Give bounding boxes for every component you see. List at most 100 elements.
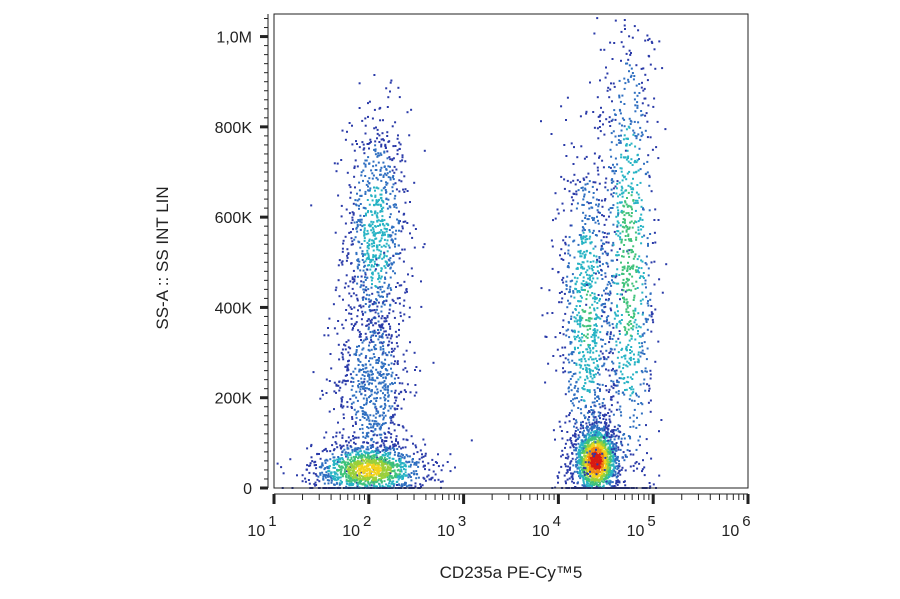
data-point (619, 473, 622, 476)
data-point (360, 462, 363, 465)
data-point (373, 260, 376, 263)
data-point (381, 336, 384, 339)
data-point (349, 196, 352, 199)
data-point (583, 461, 586, 464)
data-point (579, 444, 582, 447)
data-point (371, 330, 374, 333)
data-point (374, 153, 377, 156)
data-point (403, 457, 406, 460)
data-point (592, 450, 595, 453)
data-point (575, 193, 578, 196)
data-point (402, 319, 405, 322)
data-point (379, 382, 382, 385)
data-point (600, 480, 603, 483)
data-point (603, 472, 605, 475)
data-point (371, 382, 373, 385)
data-point (389, 213, 392, 216)
data-point (563, 187, 566, 190)
data-point (377, 272, 380, 275)
data-point (574, 433, 577, 436)
data-point (307, 479, 310, 481)
data-point (379, 460, 382, 463)
data-point (377, 466, 380, 469)
data-point (583, 429, 585, 432)
data-point (589, 482, 592, 485)
data-point (573, 470, 576, 473)
data-point (343, 343, 345, 346)
data-point (402, 220, 405, 223)
data-point (282, 472, 285, 475)
data-point (422, 465, 425, 468)
data-point (588, 480, 591, 483)
data-point (567, 353, 570, 356)
data-point (583, 193, 586, 196)
data-point (591, 411, 594, 414)
data-point (367, 416, 370, 419)
data-point (361, 424, 364, 426)
data-point (377, 152, 380, 155)
data-point (381, 457, 383, 460)
data-point (376, 424, 379, 427)
data-point (591, 401, 594, 404)
data-point (592, 369, 594, 372)
data-point (376, 446, 379, 449)
data-point (381, 476, 384, 479)
data-point (404, 465, 407, 468)
data-point (381, 326, 384, 329)
data-point (354, 421, 357, 424)
data-point (367, 431, 370, 434)
data-point (569, 341, 572, 343)
data-point (364, 394, 367, 397)
data-point (366, 264, 369, 267)
data-point (400, 462, 403, 465)
data-point (383, 480, 386, 483)
data-point (388, 459, 391, 462)
data-point (620, 440, 623, 443)
data-point (382, 119, 384, 122)
data-point (401, 425, 404, 428)
data-point (590, 464, 593, 467)
data-point (579, 427, 582, 430)
data-point (591, 483, 594, 486)
data-point (365, 413, 368, 416)
data-point (390, 475, 393, 478)
data-point (358, 370, 361, 373)
data-point (367, 255, 370, 258)
data-point (600, 451, 603, 454)
data-point (385, 228, 388, 230)
data-point (347, 447, 350, 450)
data-point (587, 172, 590, 175)
data-point (587, 454, 590, 456)
data-point (355, 416, 358, 419)
data-point (373, 356, 376, 358)
data-point (389, 448, 392, 451)
data-point (397, 442, 400, 445)
data-point (345, 274, 348, 277)
data-point (560, 248, 563, 251)
data-point (367, 328, 370, 331)
data-point (423, 243, 426, 246)
data-point (386, 135, 389, 137)
data-point (582, 204, 585, 206)
data-point (394, 203, 397, 206)
data-point (372, 165, 375, 168)
data-point (313, 464, 316, 467)
data-point (618, 460, 620, 463)
data-point (614, 118, 617, 121)
data-point (375, 298, 378, 301)
data-point (383, 412, 385, 414)
data-point (614, 443, 617, 446)
data-point (561, 326, 564, 328)
data-point (584, 217, 587, 219)
data-point (401, 446, 404, 449)
data-point (350, 484, 353, 487)
data-point (386, 336, 389, 339)
data-point (408, 306, 411, 309)
data-point (576, 202, 579, 205)
data-point (364, 356, 367, 359)
data-point (600, 475, 603, 478)
data-point (356, 299, 359, 302)
data-point (589, 251, 591, 254)
data-point (580, 288, 583, 291)
data-point (360, 466, 363, 469)
